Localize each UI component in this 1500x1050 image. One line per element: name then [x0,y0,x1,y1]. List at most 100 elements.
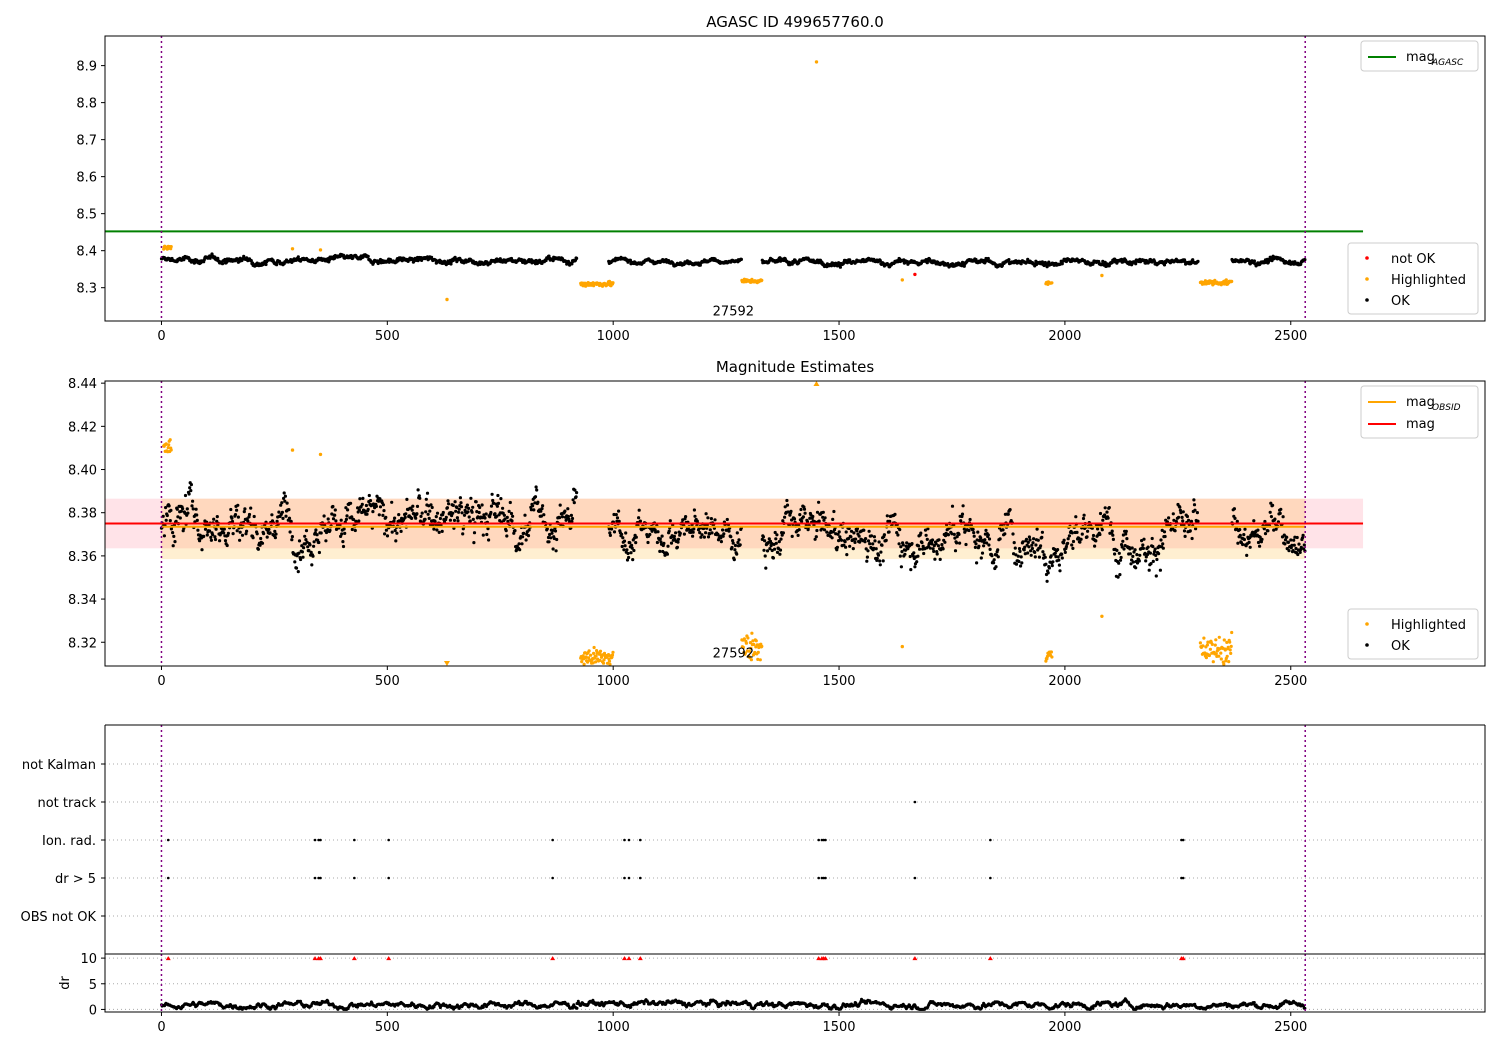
ok-point [563,509,567,513]
ok-point [287,516,292,520]
ok-point [503,517,507,521]
ok-point [1051,560,1055,564]
ok-point [996,548,1000,552]
ok-point [398,519,403,523]
ok-point [231,532,235,536]
ok-point [211,533,215,537]
ok-point [240,533,245,537]
ok-point [1192,498,1196,502]
ok-point [977,544,981,548]
highlighted-point [1223,648,1227,652]
ok-point [738,543,742,547]
ok-point [468,519,472,523]
highlighted-point [1050,281,1054,285]
ok-point [533,501,537,505]
ok-point [505,534,509,538]
flag-row-label: dr > 5 [55,872,96,887]
ok-point [520,542,524,546]
ok-point [814,535,818,539]
flag-point [313,838,317,842]
ok-point [349,501,353,505]
ok-point [273,529,277,534]
ok-point [377,499,381,503]
ok-point [196,528,200,532]
ok-point [980,551,985,555]
ok-point [460,511,464,515]
ok-point [1252,259,1256,263]
highlighted-point [1208,647,1212,651]
ok-point [624,531,628,535]
ok-point [1245,553,1249,558]
ok-point [1028,538,1032,542]
ok-point [920,541,924,545]
ok-point [689,530,693,535]
ok-point [213,535,217,539]
ok-point [1233,516,1237,521]
ok-point [781,519,785,523]
ok-point [1135,553,1139,557]
dr-point [629,1005,633,1009]
ok-point [837,530,841,534]
ok-point [1103,506,1107,510]
x-tick-label: 2000 [1048,674,1081,689]
ok-point [185,507,189,511]
ok-point [625,558,630,562]
ok-point [1050,564,1054,568]
ok-point [1022,548,1026,552]
flag-point [317,838,320,842]
ok-point [979,536,983,540]
ok-point [899,545,903,549]
flag-point [824,876,827,880]
ok-point [709,517,714,521]
ok-point [1121,539,1125,543]
ok-point [1144,555,1148,559]
ok-point [938,557,942,562]
ok-point [792,517,797,521]
ok-point [1247,540,1251,545]
ok-point [282,491,286,495]
ok-point [426,512,430,516]
flag-point [822,838,825,842]
ok-point [1263,519,1267,524]
ok-point [1172,518,1176,522]
ok-point [547,540,551,544]
ok-point [960,512,965,516]
ok-point [1033,555,1037,559]
ok-point [867,529,871,533]
ok-point [414,516,418,520]
ok-point [311,554,315,558]
ok-point [821,515,825,519]
ok-point [410,508,414,512]
ok-point [344,517,348,522]
highlighted-point [595,649,599,653]
ok-point [849,529,854,533]
ok-point [973,545,978,550]
ok-point [1064,545,1068,549]
ok-point [719,540,724,544]
ok-point [377,513,381,517]
ok-point [963,530,967,534]
highlighted-point [756,650,760,655]
ok-point [667,529,671,533]
ok-point [665,552,670,556]
chart-title: Magnitude Estimates [716,358,874,376]
ok-point [420,511,424,515]
ok-point [1292,538,1296,542]
highlighted-point [601,661,606,665]
y-tick-label: 8.7 [76,134,97,149]
ok-point [209,538,213,542]
ok-point [1120,257,1124,261]
ok-point [1013,546,1017,550]
highlighted-point [1203,279,1207,283]
ok-point [832,509,836,514]
ok-point [774,537,778,541]
dr-point [600,1001,604,1005]
ok-point [731,541,735,545]
highlighted-point [169,448,173,452]
ok-point [195,518,199,523]
ok-point [1260,537,1264,542]
ok-point [1190,536,1194,541]
ok-point [977,539,982,543]
ok-point [1149,562,1153,566]
x-tick-label: 1000 [597,329,630,344]
